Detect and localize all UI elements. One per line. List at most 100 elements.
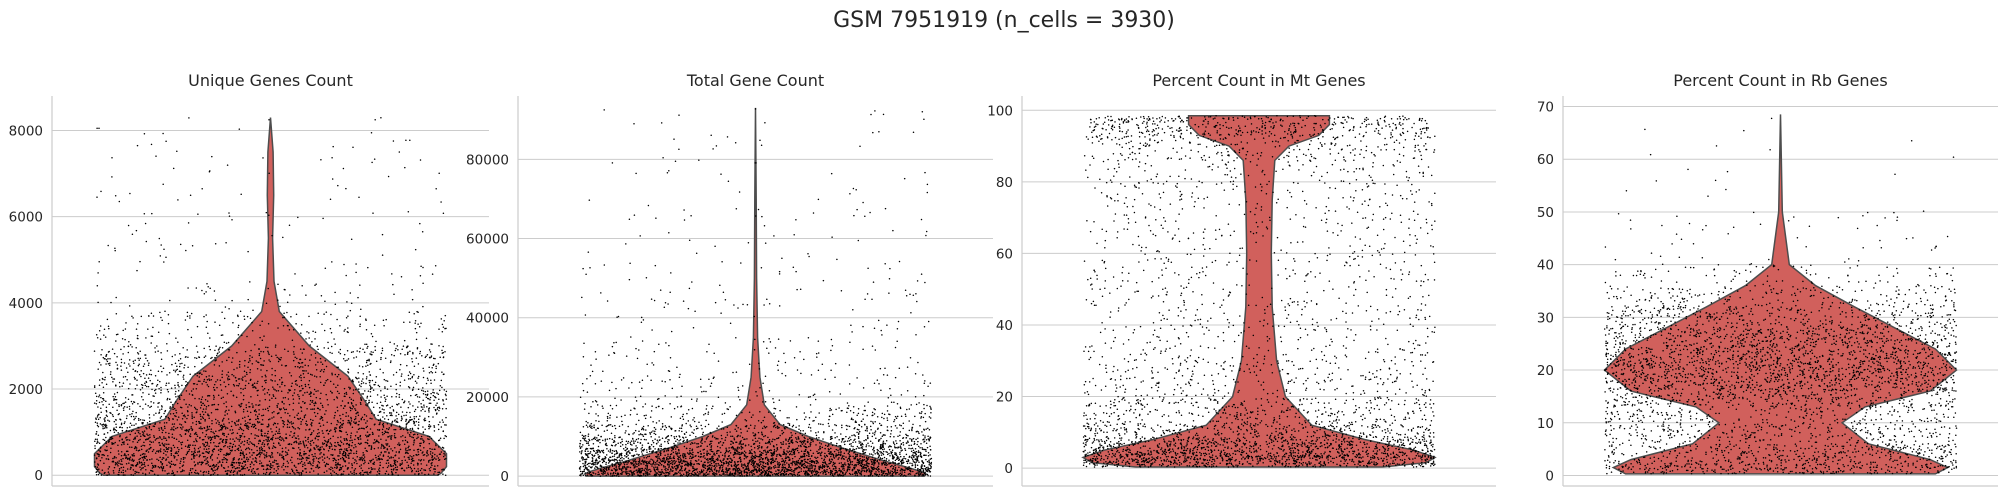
data-point bbox=[362, 452, 364, 454]
data-point bbox=[278, 412, 280, 414]
data-point bbox=[168, 398, 171, 400]
data-point bbox=[125, 439, 128, 441]
data-point bbox=[427, 425, 430, 428]
data-point bbox=[305, 452, 307, 455]
data-point bbox=[217, 445, 220, 448]
data-point bbox=[179, 358, 182, 360]
data-point bbox=[320, 361, 322, 363]
data-point bbox=[810, 465, 812, 467]
data-point bbox=[432, 416, 434, 418]
data-point bbox=[409, 411, 411, 414]
data-point bbox=[106, 415, 108, 418]
data-point bbox=[678, 429, 680, 432]
data-point bbox=[165, 454, 167, 456]
data-point bbox=[268, 393, 271, 396]
data-point bbox=[303, 450, 305, 453]
data-point bbox=[135, 229, 138, 232]
data-point bbox=[357, 423, 360, 426]
data-point bbox=[140, 468, 142, 471]
data-point bbox=[163, 261, 165, 263]
data-point bbox=[107, 471, 110, 473]
data-point bbox=[776, 461, 779, 463]
data-point bbox=[236, 472, 238, 475]
data-point bbox=[93, 385, 96, 387]
data-point bbox=[823, 459, 825, 462]
data-point bbox=[386, 444, 388, 446]
data-point bbox=[375, 340, 377, 343]
data-point bbox=[259, 357, 262, 360]
data-point bbox=[350, 238, 353, 241]
data-point bbox=[242, 408, 245, 411]
data-point bbox=[159, 255, 162, 257]
data-point bbox=[753, 349, 756, 351]
data-point bbox=[298, 438, 300, 440]
data-point bbox=[341, 456, 344, 459]
data-point bbox=[339, 352, 342, 355]
data-point bbox=[187, 328, 189, 331]
data-point bbox=[429, 399, 431, 401]
data-point bbox=[205, 406, 208, 408]
data-point bbox=[304, 414, 307, 416]
data-point bbox=[113, 455, 116, 458]
data-point bbox=[181, 417, 184, 420]
data-point bbox=[394, 428, 397, 431]
data-point bbox=[171, 355, 174, 358]
data-point bbox=[304, 391, 306, 394]
data-point bbox=[927, 385, 929, 388]
data-point bbox=[202, 408, 205, 410]
data-point bbox=[421, 406, 423, 408]
data-point bbox=[718, 454, 720, 457]
data-point bbox=[226, 452, 228, 454]
data-point bbox=[181, 465, 184, 467]
data-point bbox=[214, 356, 216, 359]
data-point bbox=[372, 458, 374, 460]
data-point bbox=[199, 372, 202, 374]
data-point bbox=[382, 371, 384, 374]
data-point bbox=[232, 438, 234, 440]
data-point bbox=[309, 428, 311, 430]
data-point bbox=[428, 402, 431, 405]
data-point bbox=[445, 416, 447, 419]
data-point bbox=[396, 466, 399, 468]
data-point bbox=[240, 193, 242, 195]
data-point bbox=[769, 458, 772, 461]
data-point bbox=[871, 442, 874, 444]
data-point bbox=[207, 472, 210, 475]
data-point bbox=[327, 440, 329, 443]
data-point bbox=[424, 419, 427, 422]
data-point bbox=[104, 426, 107, 428]
data-point bbox=[170, 387, 173, 389]
data-point bbox=[895, 440, 897, 442]
data-point bbox=[382, 454, 385, 456]
data-point bbox=[115, 296, 117, 299]
data-point bbox=[343, 387, 346, 390]
data-point bbox=[431, 273, 434, 275]
data-point bbox=[273, 468, 275, 470]
data-point bbox=[120, 404, 123, 407]
data-point bbox=[261, 320, 263, 323]
data-point bbox=[821, 451, 823, 453]
data-point bbox=[335, 386, 337, 389]
data-point bbox=[221, 458, 224, 461]
data-point bbox=[178, 370, 181, 373]
data-point bbox=[271, 380, 274, 382]
data-point bbox=[308, 332, 310, 334]
data-point bbox=[125, 457, 127, 459]
data-point bbox=[408, 449, 410, 451]
data-point bbox=[394, 349, 397, 352]
data-point bbox=[841, 439, 844, 441]
data-point bbox=[105, 411, 108, 413]
data-point bbox=[297, 216, 299, 219]
data-point bbox=[334, 291, 336, 294]
data-point bbox=[781, 433, 784, 435]
data-point bbox=[370, 446, 373, 449]
data-point bbox=[260, 448, 263, 451]
data-point bbox=[297, 457, 299, 460]
data-point bbox=[250, 442, 253, 444]
data-point bbox=[127, 351, 130, 354]
data-point bbox=[215, 345, 217, 347]
data-point bbox=[261, 339, 264, 341]
data-point bbox=[96, 337, 99, 339]
data-point bbox=[272, 423, 275, 426]
